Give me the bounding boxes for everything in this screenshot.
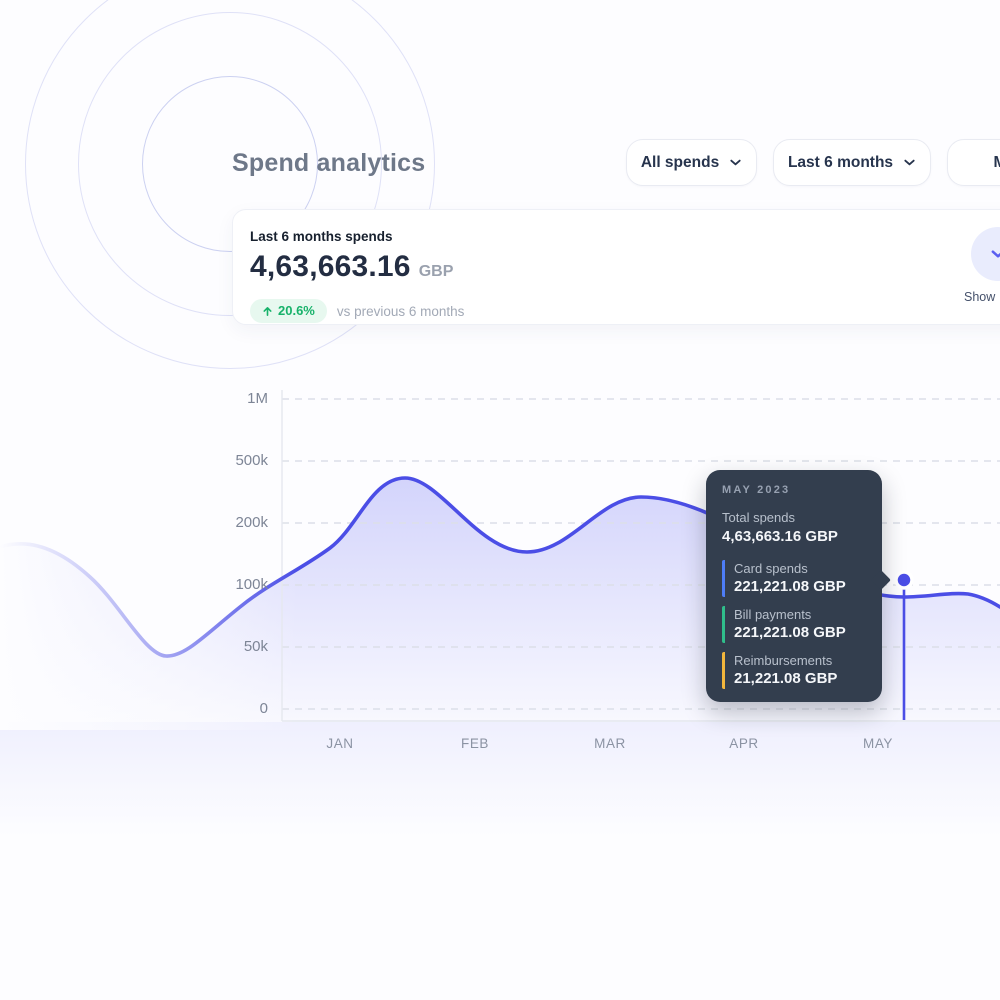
comparison-text: vs previous 6 months — [336, 303, 465, 319]
x-axis-label-apr: APR — [729, 736, 759, 751]
tooltip-row-reimbursements: Reimbursements 21,221.08 GBP — [722, 652, 866, 689]
arrow-up-icon — [263, 306, 272, 316]
filter-granularity-label: Mont — [993, 153, 1000, 171]
show-more-label: Show — [964, 290, 996, 304]
summary-card: Last 6 months spends 4,63,663.16 GBP 20.… — [232, 209, 1000, 325]
y-axis-label-500k: 500k — [235, 452, 268, 469]
page-title: Spend analytics — [232, 149, 426, 177]
tooltip-row-label: Reimbursements — [734, 653, 833, 668]
x-axis-label-jan: JAN — [326, 736, 354, 751]
tooltip-row-label: Card spends — [734, 561, 808, 576]
summary-card-label: Last 6 months spends — [250, 229, 393, 244]
total-spend-amount: 4,63,663.16 — [250, 250, 411, 283]
filter-date-range-label: Last 6 months — [787, 153, 894, 171]
filter-granularity[interactable]: Mont — [947, 139, 1000, 186]
y-axis-label-0: 0 — [259, 700, 268, 717]
may-marker-dot — [894, 570, 914, 590]
x-axis-label-mar: MAR — [594, 736, 626, 751]
y-axis-label-200k: 200k — [235, 514, 268, 531]
decorative-circle-inner — [142, 76, 318, 252]
tooltip-row-bill-payments: Bill payments 221,221.08 GBP — [722, 606, 866, 643]
decorative-circle-middle — [78, 12, 382, 316]
tooltip-total-value: 4,63,663.16 GBP — [722, 528, 838, 545]
left-fade-overlay — [0, 420, 300, 730]
chevron-down-icon — [904, 159, 915, 166]
tooltip-period: MAY 2023 — [722, 484, 791, 496]
change-value: 20.6% — [278, 303, 315, 318]
change-badge: 20.6% — [250, 299, 327, 323]
tooltip-row-value: 221,221.08 GBP — [734, 578, 846, 595]
filter-all-spends-label: All spends — [640, 153, 720, 171]
y-axis-label-1m: 1M — [247, 390, 268, 407]
tooltip-total-label: Total spends — [722, 510, 795, 525]
tooltip-row-label: Bill payments — [734, 607, 812, 622]
chevron-down-icon — [991, 250, 1000, 258]
chart-tooltip: MAY 2023 Total spends 4,63,663.16 GBP Ca… — [706, 470, 891, 702]
filter-date-range[interactable]: Last 6 months — [773, 139, 931, 186]
x-axis-label-feb: FEB — [460, 736, 490, 751]
tooltip-row-value: 221,221.08 GBP — [734, 624, 846, 641]
chevron-down-icon — [730, 159, 741, 166]
tooltip-row-card-spends: Card spends 221,221.08 GBP — [722, 560, 866, 597]
tooltip-row-value: 21,221.08 GBP — [734, 670, 838, 687]
y-axis-label-50k: 50k — [243, 638, 268, 655]
currency-code: GBP — [418, 263, 454, 280]
x-axis-label-may: MAY — [862, 736, 894, 751]
y-axis-label-100k: 100k — [235, 576, 268, 593]
filter-all-spends[interactable]: All spends — [626, 139, 757, 186]
